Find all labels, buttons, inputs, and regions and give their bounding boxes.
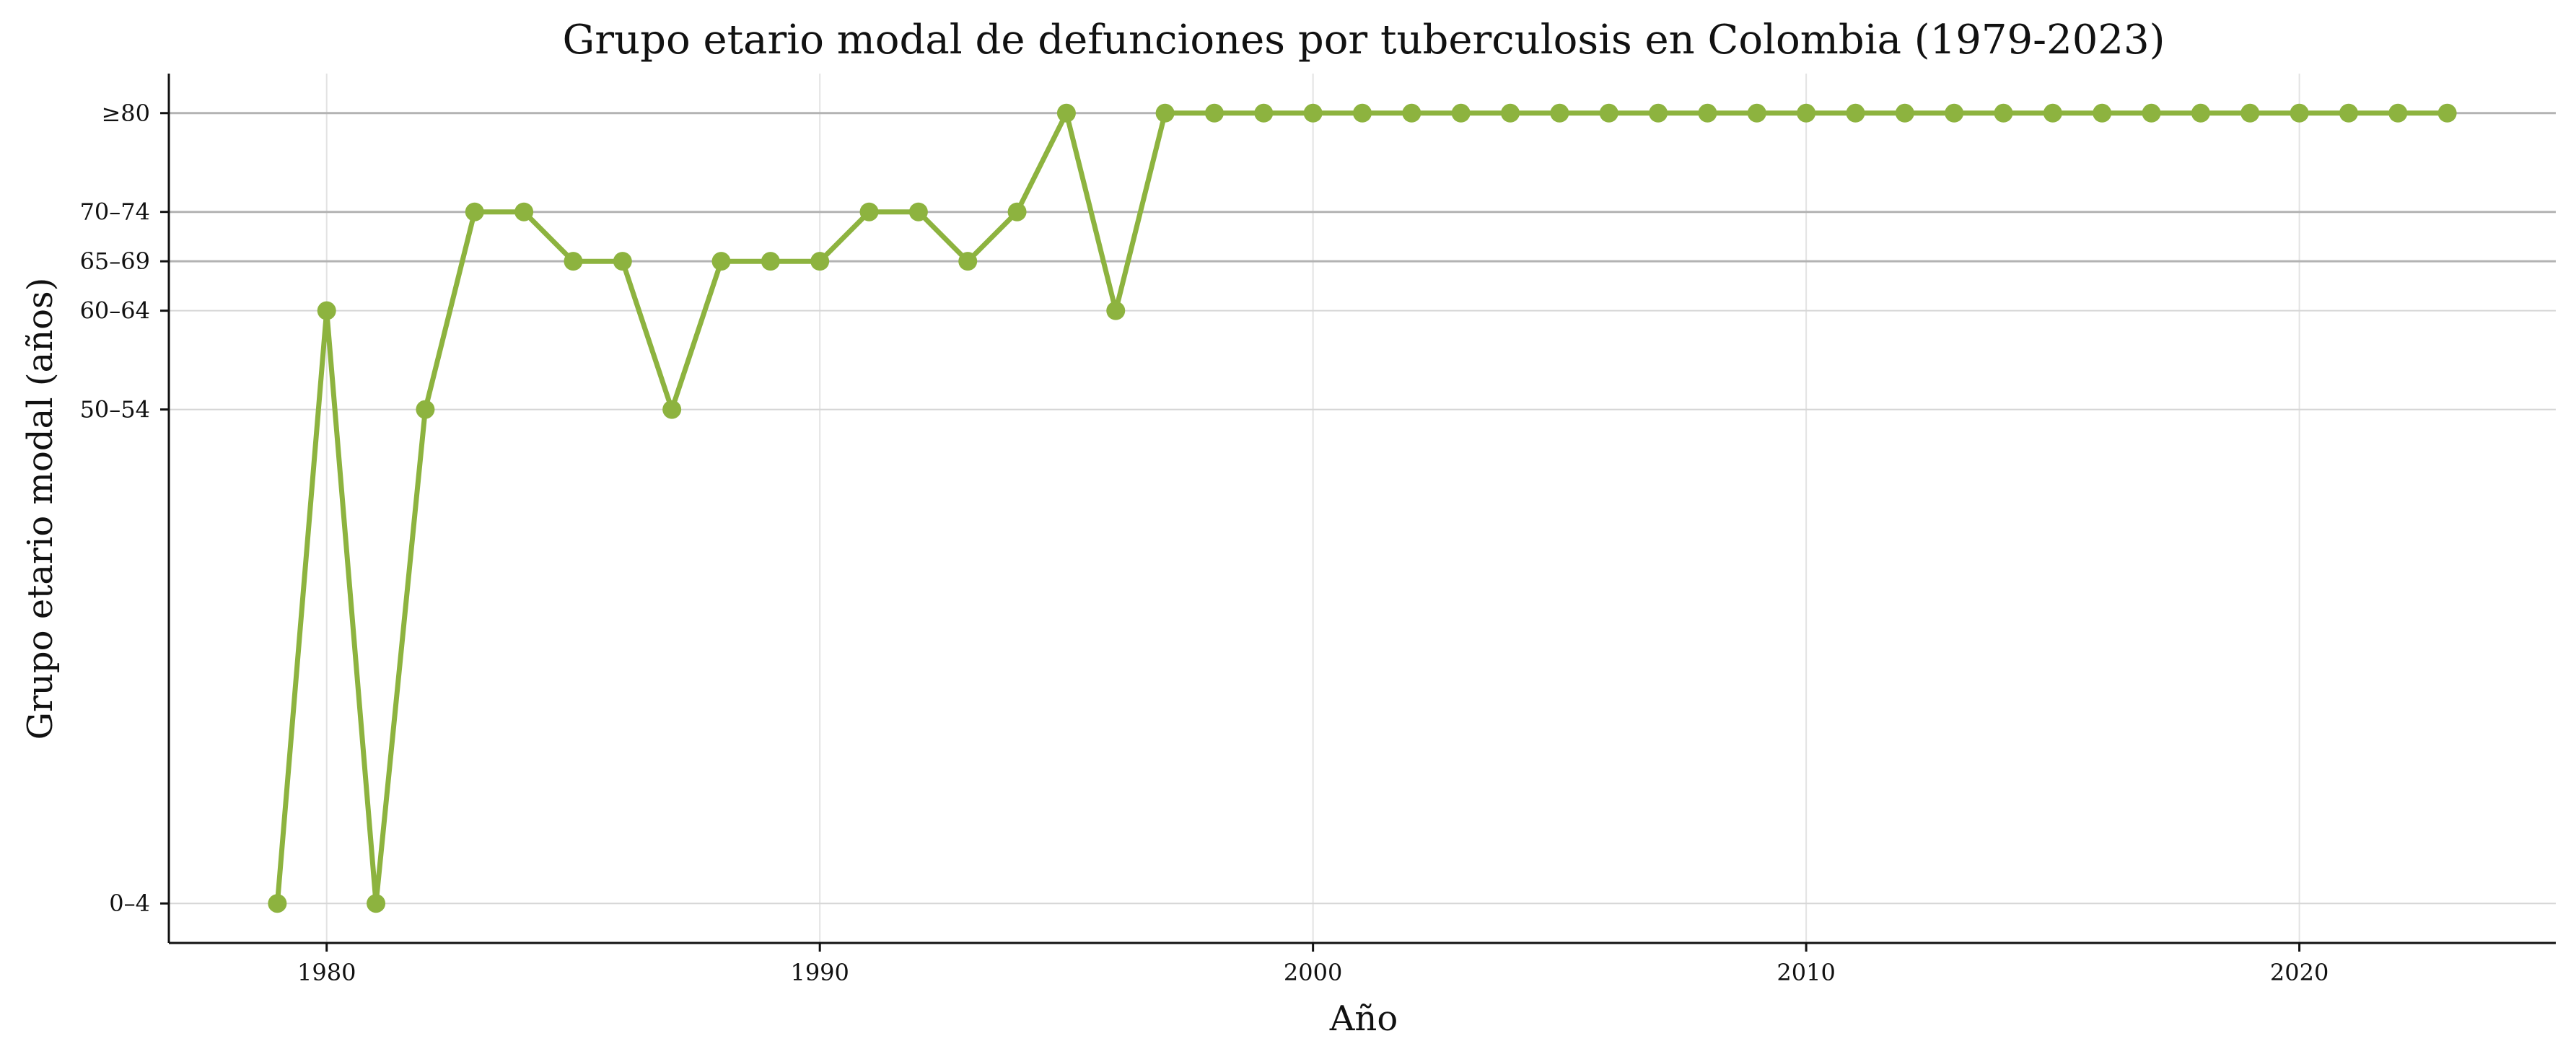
data-point — [465, 202, 484, 221]
data-point — [1254, 103, 1274, 123]
data-point — [1945, 103, 1964, 123]
data-point — [810, 252, 830, 271]
data-point — [2093, 103, 2112, 123]
y-tick-label: 0–4 — [109, 890, 150, 917]
data-point — [1155, 103, 1175, 123]
series-layer — [268, 103, 2457, 913]
data-point — [1994, 103, 2013, 123]
y-tick-label: ≥80 — [101, 100, 150, 127]
x-axis-label: Año — [1329, 999, 1398, 1039]
axes — [167, 74, 2556, 944]
data-point — [1007, 202, 1027, 221]
data-point — [1204, 103, 1224, 123]
data-point — [2191, 103, 2210, 123]
data-point — [1353, 103, 1372, 123]
x-tick-label: 1990 — [790, 959, 849, 986]
data-point — [367, 894, 386, 913]
data-point — [1501, 103, 1520, 123]
data-point — [761, 252, 780, 271]
data-point — [613, 252, 632, 271]
y-axis-label: Grupo etario modal (años) — [20, 278, 61, 740]
data-point — [1599, 103, 1618, 123]
data-point — [1106, 301, 1126, 320]
x-axis-ticks: 1980 1990 2000 2010 2020 — [297, 943, 2329, 986]
data-point — [711, 252, 731, 271]
data-point — [1056, 103, 1076, 123]
data-point — [2043, 103, 2062, 123]
x-tick-label: 2000 — [1284, 959, 1342, 986]
data-point — [2437, 103, 2457, 123]
y-tick-label: 70–74 — [80, 198, 150, 226]
x-tick-label: 2020 — [2270, 959, 2329, 986]
data-point — [2290, 103, 2309, 123]
y-axis-ticks: 0–4 50–54 60–64 65–69 70–74 ≥80 — [80, 100, 169, 917]
data-point — [416, 400, 435, 419]
data-point — [908, 202, 928, 221]
data-point — [1797, 103, 1816, 123]
data-point — [662, 400, 682, 419]
data-point — [2339, 103, 2358, 123]
data-point — [1747, 103, 1766, 123]
data-point — [958, 252, 978, 271]
x-tick-label: 2010 — [1777, 959, 1835, 986]
data-point — [2388, 103, 2408, 123]
y-tick-label: 50–54 — [80, 396, 150, 424]
data-point — [1698, 103, 1717, 123]
data-point — [317, 301, 336, 320]
y-tick-label: 65–69 — [80, 247, 150, 275]
chart-title: Grupo etario modal de defunciones por tu… — [563, 17, 2165, 63]
data-point — [1550, 103, 1569, 123]
data-point — [1402, 103, 1421, 123]
y-tick-label: 60–64 — [80, 297, 150, 325]
data-point — [1895, 103, 1914, 123]
series-line — [274, 110, 2450, 906]
data-point — [1846, 103, 1865, 123]
data-point — [1649, 103, 1668, 123]
data-point — [268, 894, 287, 913]
data-point — [1303, 103, 1323, 123]
data-point — [2240, 103, 2260, 123]
data-point — [859, 202, 879, 221]
data-point — [1451, 103, 1471, 123]
data-point — [514, 202, 534, 221]
data-point — [2142, 103, 2161, 123]
grid — [169, 74, 2556, 943]
data-point — [564, 252, 583, 271]
x-tick-label: 1980 — [297, 959, 356, 986]
